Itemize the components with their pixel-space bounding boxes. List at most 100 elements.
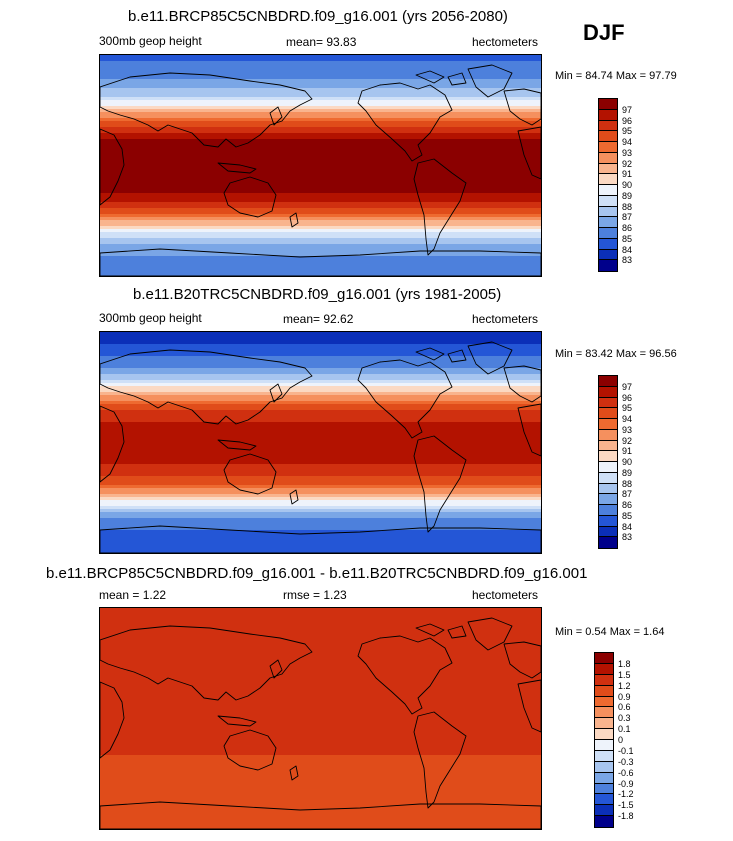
colorbar-box <box>599 260 617 271</box>
field-band <box>100 79 541 83</box>
field-band <box>100 491 541 495</box>
field-band <box>100 148 541 152</box>
field-band <box>100 121 541 125</box>
colorbar-box <box>599 451 617 462</box>
colorbar-tick-label: 0.9 <box>618 691 631 702</box>
colorbar-box <box>599 462 617 473</box>
field-band <box>100 641 541 645</box>
field-band <box>100 536 541 540</box>
field-band <box>100 157 541 161</box>
field-band <box>100 533 541 537</box>
field-band <box>100 217 541 221</box>
colorbar-tick-label: -0.9 <box>618 778 634 789</box>
field-band <box>100 368 541 372</box>
colorbar-box <box>599 217 617 228</box>
colorbar-box <box>599 120 617 132</box>
field-band <box>100 659 541 663</box>
colorbar-box <box>599 376 617 387</box>
coastline <box>413 158 467 256</box>
field-band <box>100 665 541 669</box>
colorbar-tick-label: 92 <box>622 435 633 446</box>
field-band <box>100 656 541 660</box>
coastline <box>100 625 313 701</box>
colorbar-tick-label: 86 <box>622 223 633 233</box>
field-band <box>100 208 541 212</box>
field-band <box>100 97 541 101</box>
field-band <box>100 797 541 801</box>
field-band <box>100 458 541 462</box>
field-band <box>100 226 541 230</box>
field-band <box>100 821 541 825</box>
field-band <box>100 716 541 720</box>
colorbar-tick-label: 84 <box>622 244 633 255</box>
field-band <box>100 241 541 245</box>
field-band <box>100 332 541 336</box>
field-band <box>100 746 541 750</box>
field-band <box>100 166 541 170</box>
field-band <box>100 653 541 657</box>
field-band <box>100 130 541 134</box>
field-band <box>100 629 541 633</box>
field-band <box>100 614 541 618</box>
coastline <box>269 659 283 679</box>
coastline <box>217 162 257 174</box>
colorbar-box <box>595 761 613 773</box>
colorbar-tick-label: 1.5 <box>618 669 631 680</box>
field-band <box>100 202 541 206</box>
field-band <box>100 815 541 819</box>
coastline <box>217 439 257 451</box>
field-band <box>100 365 541 369</box>
field-band <box>100 791 541 795</box>
field-band <box>100 818 541 822</box>
field-band <box>100 749 541 753</box>
field-band <box>100 274 541 276</box>
field-band <box>100 395 541 399</box>
colorbar-tick-label: 93 <box>622 147 633 158</box>
field-band <box>100 404 541 408</box>
field-band <box>100 371 541 375</box>
field-band <box>100 806 541 810</box>
field-band <box>100 419 541 423</box>
colorbar-tick-label: -0.1 <box>618 745 634 756</box>
colorbar-box <box>599 131 617 142</box>
coastline <box>100 681 125 759</box>
field-band <box>100 392 541 396</box>
colorbar-box <box>599 99 617 110</box>
field-band <box>100 70 541 74</box>
field-band <box>100 461 541 465</box>
field-band <box>100 223 541 227</box>
field-band <box>100 235 541 239</box>
field-band <box>100 521 541 525</box>
coastline <box>289 489 299 505</box>
field-band <box>100 61 541 65</box>
field-band <box>100 530 541 534</box>
field-band <box>100 133 541 137</box>
coastline <box>503 641 541 679</box>
panel1-variable: 300mb geop height <box>99 34 202 48</box>
colorbar-box <box>599 228 617 239</box>
colorbar-box <box>599 174 617 185</box>
colorbar-tick-label: 95 <box>622 403 633 414</box>
colorbar-tick-label: 91 <box>622 169 633 180</box>
field-band <box>100 160 541 164</box>
colorbar-tick-label: 94 <box>622 137 633 147</box>
colorbar-tick-label: 96 <box>622 115 633 126</box>
field-band <box>100 683 541 687</box>
field-band <box>100 506 541 510</box>
colorbar-box <box>599 483 617 495</box>
colorbar-box <box>599 397 617 409</box>
coastline <box>100 72 313 148</box>
field-band <box>100 356 541 360</box>
field-band <box>100 359 541 363</box>
colorbar-tick-label: 90 <box>622 180 633 190</box>
field-band <box>100 190 541 194</box>
coastline <box>100 248 541 276</box>
colorbar-box <box>595 707 613 719</box>
field-band <box>100 719 541 723</box>
field-band <box>100 488 541 492</box>
field-band <box>100 476 541 480</box>
colorbar-box <box>599 195 617 207</box>
panel3-minmax: Min = 0.54 Max = 1.64 <box>555 626 665 638</box>
field-band <box>100 752 541 756</box>
field-band <box>100 91 541 95</box>
